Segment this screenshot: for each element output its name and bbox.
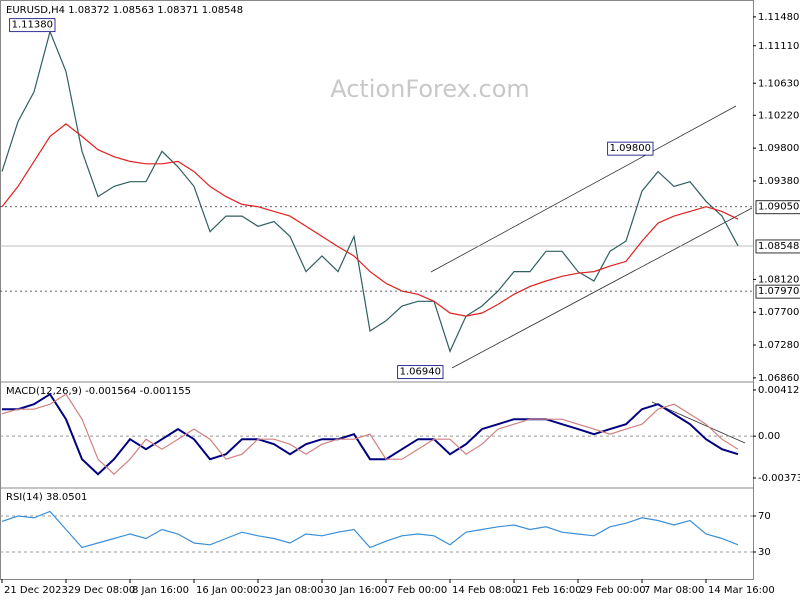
y-tick-label: 1.09800 [758, 143, 799, 154]
x-tick-label: 7 Mar 08:00 [644, 585, 704, 596]
y-tick-label: 1.11110 [758, 41, 799, 52]
label-box [755, 284, 800, 299]
y-tick-label: 1.10220 [758, 110, 799, 121]
annotation-label: 1.06940 [400, 367, 441, 378]
x-tick-label: 21 Dec 2023 [4, 585, 68, 596]
x-tick-label: 30 Jan 16:00 [324, 585, 387, 596]
watermark: ActionForex.com [330, 75, 530, 103]
series-line [1, 123, 739, 317]
price-label: 1.08548 [758, 241, 799, 252]
label-box [755, 239, 800, 254]
y-tick-label: 1.09380 [758, 176, 799, 187]
x-tick-label: 14 Mar 16:00 [708, 585, 775, 596]
y-tick-label: 70 [758, 511, 771, 522]
y-tick-label: 0.00 [758, 431, 780, 442]
x-tick-label: 21 Feb 16:00 [516, 585, 582, 596]
x-tick-label: 29 Dec 08:00 [68, 585, 135, 596]
y-tick-label: 1.11480 [758, 12, 799, 23]
x-tick-label: 29 Feb 00:00 [580, 585, 646, 596]
label-box [755, 200, 800, 215]
series-line [1, 29, 739, 353]
series-line [1, 510, 739, 549]
series-line [2, 392, 739, 476]
x-tick-label: 23 Jan 08:00 [260, 585, 323, 596]
macd-trendline [651, 401, 746, 444]
y-tick-label: -0.003737 [758, 473, 800, 484]
x-tick-label: 8 Jan 16:00 [132, 585, 189, 596]
y-tick-label: 30 [758, 547, 771, 558]
y-tick-label: 1.08120 [758, 274, 799, 285]
frame [0, 0, 754, 580]
series-line [1, 393, 739, 476]
y-tick-label: 1.06860 [758, 373, 799, 384]
annotation-box [9, 18, 56, 33]
panel-title: MACD(12,26,9) -0.001564 -0.001155 [6, 386, 191, 397]
x-tick-label: 16 Jan 00:00 [196, 585, 259, 596]
y-tick-label: 0.004128 [758, 385, 800, 396]
price-label: 1.09050 [758, 202, 799, 213]
x-tick-label: 7 Feb 00:00 [388, 585, 447, 596]
annotation-label: 1.09800 [610, 143, 651, 154]
y-tick-label: 1.07700 [758, 307, 799, 318]
channel-upper [430, 105, 737, 273]
panel-title: EURUSD,H4 1.08372 1.08563 1.08371 1.0854… [6, 5, 243, 16]
annotation-box [397, 365, 444, 380]
y-tick-label: 1.07280 [758, 340, 799, 351]
price-label: 1.07970 [758, 286, 799, 297]
annotation-box [607, 141, 654, 156]
panel-title: RSI(14) 38.0501 [6, 492, 87, 503]
annotation-label: 1.11380 [12, 20, 53, 31]
x-tick-label: 14 Feb 08:00 [452, 585, 518, 596]
y-tick-label: 1.10630 [758, 78, 799, 89]
channel-lower [451, 207, 753, 369]
